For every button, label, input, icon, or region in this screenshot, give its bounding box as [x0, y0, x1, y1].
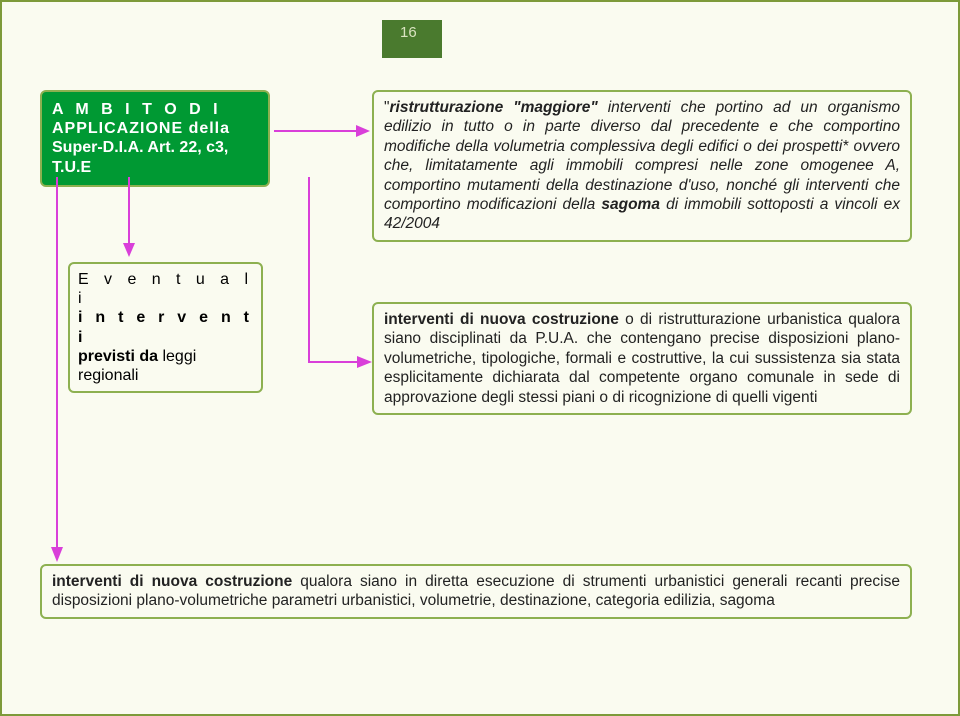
- eventuali-bold: previsti da: [78, 348, 158, 365]
- eventuali-line-4: regionali: [78, 366, 253, 385]
- eventuali-line-1: E v e n t u a l i: [78, 270, 253, 308]
- arrow-down-short: [122, 177, 136, 257]
- eventuali-line-2: i n t e r v e n t i: [78, 308, 253, 346]
- ambito-line-2: APPLICAZIONE della: [52, 119, 258, 138]
- eventuali-rest: leggi: [158, 348, 196, 365]
- arrow-down-left: [50, 177, 64, 562]
- text-box-nuova-costruzione-strumenti: interventi di nuova costruzione qualora …: [40, 564, 912, 619]
- text-box-ristrutturazione: "ristrutturazione "maggiore" interventi …: [372, 90, 912, 242]
- ambito-line-3: Super-D.I.A. Art. 22, c3,: [52, 138, 258, 157]
- ambito-line-4: T.U.E: [52, 158, 258, 177]
- eventuali-box: E v e n t u a l i i n t e r v e n t i pr…: [68, 262, 263, 393]
- slide-number: 16: [400, 24, 417, 41]
- eventuali-line-3: previsti da leggi: [78, 347, 253, 366]
- box-c-bold: interventi di nuova costruzione: [52, 573, 292, 590]
- ambito-box: A M B I T O D I APPLICAZIONE della Super…: [40, 90, 270, 187]
- box-a-bold2: sagoma: [601, 196, 660, 213]
- box-a-bold1: ristrutturazione "maggiore": [390, 99, 598, 116]
- ambito-line-1: A M B I T O D I: [52, 100, 258, 119]
- text-box-nuova-costruzione-pua: interventi di nuova costruzione o di ris…: [372, 302, 912, 415]
- slide: 16 A M B I T O D I APPLICAZIONE della Su…: [0, 0, 960, 716]
- arrow-right-to-a: [274, 124, 370, 138]
- arrow-elbow-to-b: [302, 177, 372, 377]
- box-b-bold: interventi di nuova costruzione: [384, 311, 619, 328]
